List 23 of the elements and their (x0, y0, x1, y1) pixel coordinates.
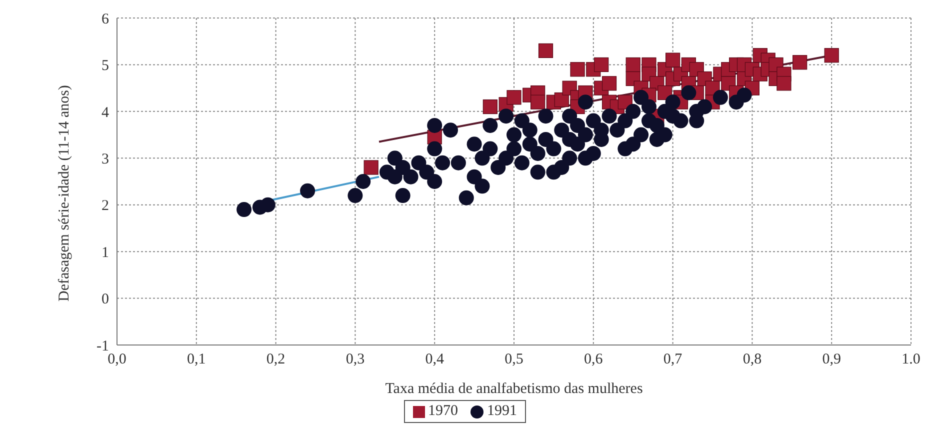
x-tick-label: 0,9 (822, 352, 841, 368)
y-tick-label: -1 (96, 338, 109, 354)
y-tick-label: 0 (102, 292, 109, 308)
x-tick-label: 0,8 (742, 352, 762, 368)
y-tick-label: 2 (102, 198, 109, 214)
x-axis-title: Taxa média de analfabetismo das mulheres (385, 381, 643, 397)
legend-label: 1970 (428, 403, 458, 420)
legend-label: 1991 (487, 403, 517, 420)
x-tick-label: 0,1 (187, 352, 206, 368)
x-tick-label: 0,2 (266, 352, 286, 368)
x-tick-label: 0,5 (504, 352, 524, 368)
y-tick-label: 5 (102, 58, 109, 74)
x-tick-label: 0,6 (584, 352, 604, 368)
x-tick-label: 0,4 (425, 352, 444, 368)
y-tick-label: 6 (102, 11, 110, 28)
y-tick-label: 1 (102, 244, 109, 261)
y-tick-label: 3 (102, 151, 109, 168)
x-tick-label: 1.0 (902, 352, 920, 368)
y-tick-label: 4 (102, 104, 110, 121)
x-tick-label: 0,0 (108, 352, 126, 368)
x-tick-label: 0,7 (663, 352, 683, 368)
x-tick-label: 0,3 (346, 352, 365, 368)
y-axis-title: Defasagem série-idade (11-14 anos) (56, 85, 72, 302)
